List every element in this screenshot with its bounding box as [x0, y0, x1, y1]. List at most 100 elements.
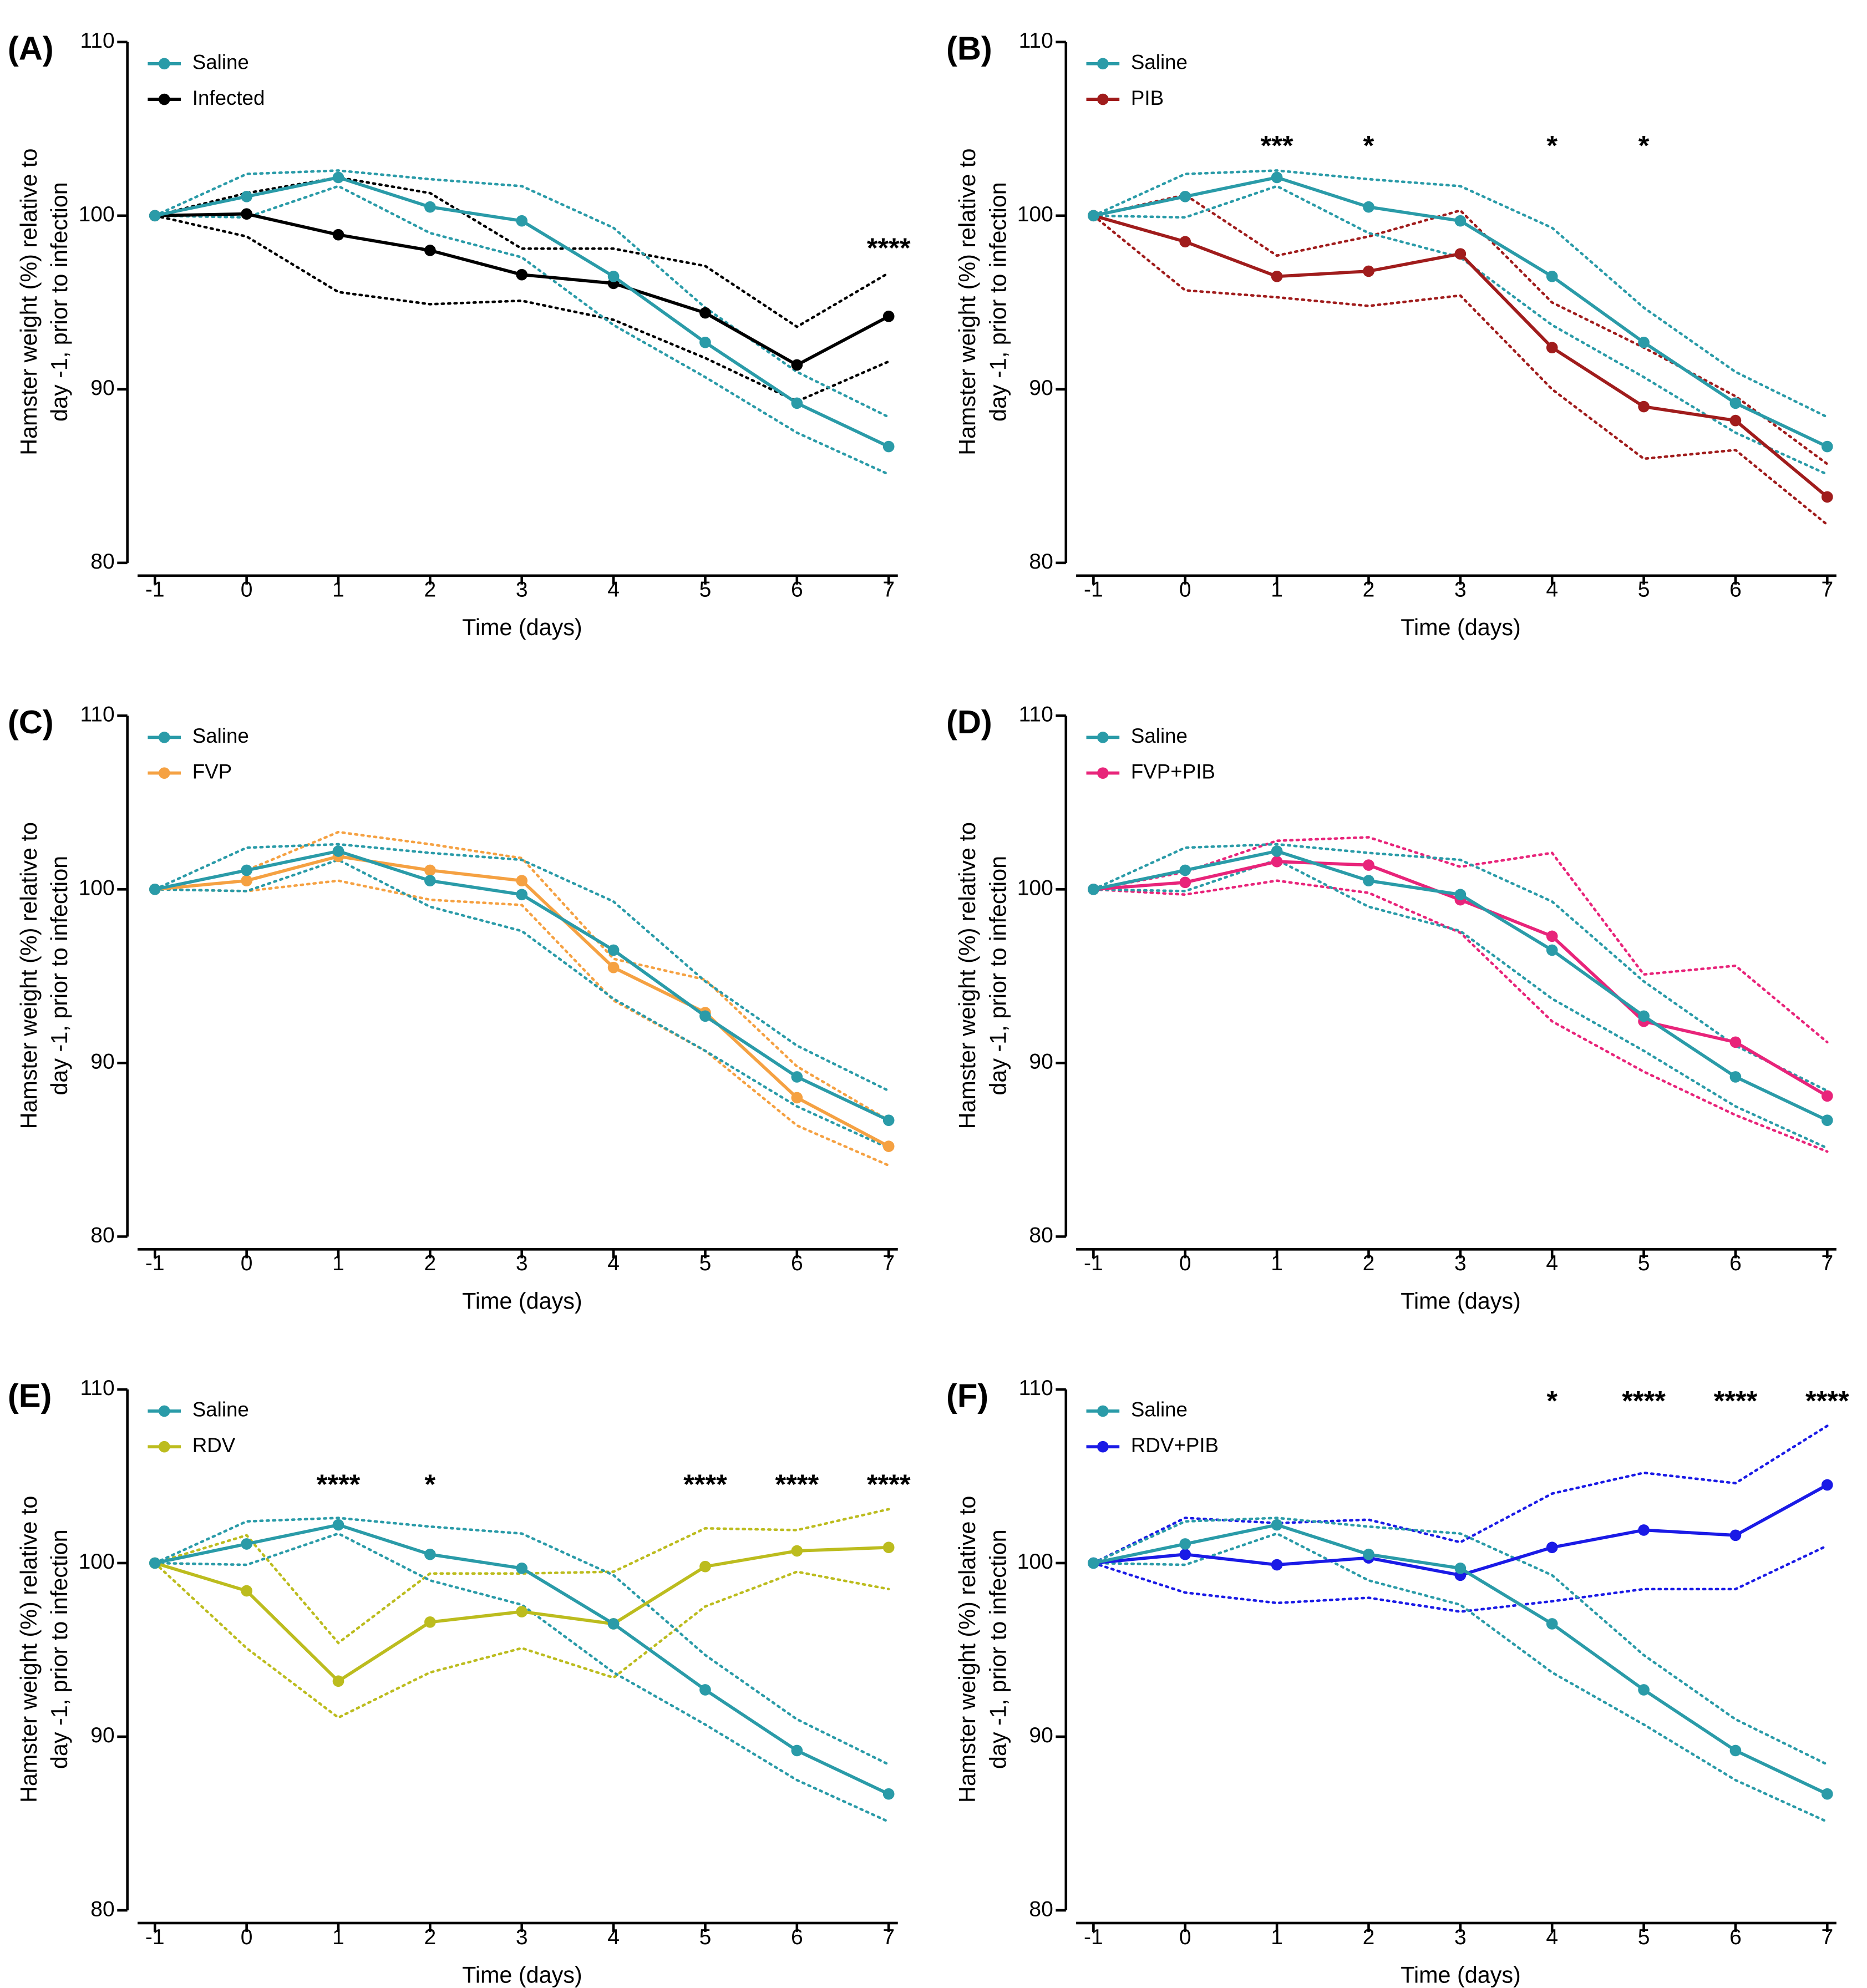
data-point	[791, 1092, 803, 1104]
legend-dot	[158, 58, 170, 70]
data-point	[882, 1541, 895, 1554]
x-tick-label: 7	[882, 1925, 895, 1949]
legend-dot	[158, 1441, 170, 1453]
y-axis-label: day -1, prior to infection	[985, 182, 1011, 422]
significance: ***	[1261, 129, 1293, 161]
y-tick-label: 90	[90, 1050, 114, 1074]
x-tick-label: -1	[145, 1925, 165, 1949]
y-axis-label: Hamster weight (%) relative to	[955, 822, 980, 1129]
x-tick-label: 7	[1821, 578, 1833, 602]
data-point	[149, 1557, 161, 1569]
bound-line	[1092, 169, 1829, 419]
data-point	[1088, 884, 1099, 895]
x-tick-label: 3	[1454, 1251, 1467, 1275]
x-tick-label: 7	[1821, 1251, 1833, 1275]
y-tick-label: 110	[1019, 703, 1053, 727]
panel-label: (F)	[946, 1377, 988, 1414]
y-tick-label: 100	[79, 1550, 115, 1574]
data-point	[882, 1114, 895, 1126]
bound-line	[1092, 193, 1829, 465]
significance: ****	[683, 1468, 727, 1500]
data-point	[1638, 336, 1650, 348]
significance: ****	[867, 1468, 911, 1500]
data-point	[1454, 215, 1467, 227]
data-point	[1179, 191, 1191, 202]
data-point	[882, 1140, 895, 1152]
x-tick-label: 3	[516, 1925, 528, 1949]
data-point	[882, 1788, 895, 1800]
data-point	[1546, 930, 1558, 942]
y-axis-label: Hamster weight (%) relative to	[16, 822, 42, 1129]
y-tick-label: 100	[79, 876, 115, 900]
legend-dot	[1097, 1441, 1109, 1453]
legend-label: FVP+PIB	[1131, 760, 1215, 783]
data-point	[791, 359, 803, 371]
data-point	[1179, 1538, 1191, 1550]
data-point	[241, 875, 252, 887]
x-tick-label: 0	[1179, 578, 1191, 602]
x-tick-label: -1	[1084, 578, 1103, 602]
data-point	[149, 884, 161, 895]
data-point	[1454, 1562, 1467, 1574]
y-tick-label: 90	[90, 1723, 114, 1747]
data-point	[1729, 1529, 1742, 1541]
x-tick-label: 4	[1546, 1251, 1558, 1275]
y-tick-label: 100	[1017, 876, 1053, 900]
legend-label: RDV+PIB	[1131, 1434, 1219, 1457]
x-tick-label: 5	[1638, 578, 1650, 602]
x-axis-label: Time (days)	[1401, 1962, 1521, 1987]
bound-line	[153, 176, 890, 328]
legend-dot	[1097, 767, 1109, 779]
significance: ****	[1622, 1385, 1666, 1417]
bound-line	[1092, 879, 1829, 1153]
data-point	[424, 245, 436, 256]
data-point	[1179, 864, 1191, 876]
data-point	[241, 1585, 252, 1597]
data-point	[241, 864, 252, 876]
significance: ****	[775, 1468, 819, 1500]
data-point	[791, 1744, 803, 1757]
data-point	[1179, 876, 1191, 889]
data-point	[699, 336, 711, 348]
data-point	[1821, 1114, 1833, 1126]
x-tick-label: -1	[145, 578, 165, 602]
data-point	[1546, 342, 1558, 354]
x-tick-label: 4	[1546, 1925, 1558, 1949]
y-axis-label: Hamster weight (%) relative to	[955, 1496, 980, 1803]
data-point	[424, 875, 436, 887]
data-point	[699, 1560, 711, 1573]
x-tick-label: 0	[241, 1251, 253, 1275]
x-tick-label: 7	[1821, 1925, 1833, 1949]
significance: *	[1363, 129, 1374, 161]
bound-line	[153, 1517, 890, 1766]
y-axis-label: day -1, prior to infection	[47, 856, 72, 1096]
data-point	[1271, 1519, 1283, 1531]
data-point	[699, 1010, 711, 1022]
data-point	[1821, 1090, 1833, 1102]
data-point	[241, 1538, 252, 1550]
legend-label: Saline	[1131, 1398, 1188, 1421]
y-axis-label: Hamster weight (%) relative to	[955, 148, 980, 455]
y-axis-label: day -1, prior to infection	[985, 856, 1011, 1096]
data-point	[1546, 271, 1558, 282]
data-point	[1363, 265, 1374, 277]
legend-dot	[158, 767, 170, 779]
y-tick-label: 80	[1029, 550, 1053, 574]
significance: *	[425, 1468, 436, 1500]
legend-dot	[1097, 732, 1109, 743]
panel-label: (A)	[8, 30, 54, 67]
y-tick-label: 80	[90, 1897, 114, 1921]
data-point	[607, 961, 620, 973]
x-tick-label: 6	[1729, 1925, 1742, 1949]
x-tick-label: 4	[607, 578, 620, 602]
data-point	[1729, 1071, 1742, 1083]
data-point	[1638, 1010, 1650, 1022]
panel-label: (E)	[8, 1377, 52, 1414]
y-tick-label: 110	[80, 703, 114, 727]
x-tick-label: 2	[424, 578, 437, 602]
data-point	[1821, 1479, 1833, 1491]
y-axis-label: day -1, prior to infection	[985, 1529, 1011, 1769]
x-tick-label: 4	[607, 1251, 620, 1275]
legend-dot	[1097, 58, 1109, 70]
